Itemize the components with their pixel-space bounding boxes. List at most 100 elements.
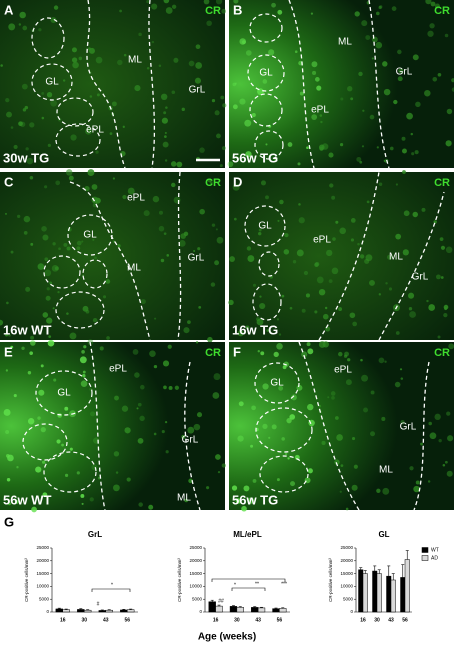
cell bbox=[63, 242, 68, 247]
cell bbox=[57, 291, 60, 294]
cell bbox=[153, 364, 158, 369]
cell bbox=[359, 254, 365, 259]
cell bbox=[273, 351, 279, 358]
bar bbox=[127, 609, 135, 613]
cell bbox=[195, 44, 201, 50]
y-tick-label: 10000 bbox=[189, 584, 202, 589]
cell bbox=[328, 279, 333, 283]
significance-mark: ** bbox=[255, 581, 259, 587]
cell bbox=[276, 318, 280, 321]
cell bbox=[42, 312, 49, 318]
cell bbox=[391, 6, 397, 11]
cell bbox=[420, 442, 424, 446]
cell bbox=[444, 33, 449, 38]
layer-label: ePL bbox=[109, 364, 127, 375]
cell bbox=[231, 485, 238, 491]
cell bbox=[30, 242, 34, 246]
cell bbox=[439, 237, 444, 241]
cell bbox=[206, 486, 210, 490]
panel-letter: B bbox=[233, 2, 242, 17]
cell bbox=[89, 95, 93, 98]
cell bbox=[292, 260, 297, 264]
y-tick-label: 15000 bbox=[340, 571, 353, 576]
cell bbox=[312, 70, 317, 75]
cell bbox=[215, 0, 223, 5]
cell bbox=[247, 497, 255, 504]
cell bbox=[352, 321, 358, 327]
cell bbox=[357, 242, 360, 246]
cell bbox=[25, 286, 31, 292]
cell bbox=[41, 226, 47, 232]
cell bbox=[195, 341, 199, 344]
bar bbox=[279, 608, 287, 613]
micrograph-panel: E CR GL ePL GrL ML 56w WT bbox=[0, 339, 226, 513]
significance-mark: * bbox=[111, 582, 113, 588]
y-tick-label: 0 bbox=[46, 609, 49, 614]
cell bbox=[352, 437, 356, 441]
cell bbox=[427, 480, 431, 483]
cell bbox=[90, 411, 96, 417]
glomerulus bbox=[55, 291, 105, 329]
cell bbox=[112, 177, 116, 180]
cell bbox=[76, 471, 80, 475]
cell bbox=[221, 146, 226, 151]
cell bbox=[440, 245, 446, 250]
cell bbox=[64, 473, 69, 477]
panel-letter: C bbox=[4, 174, 14, 189]
cell bbox=[437, 72, 442, 77]
cell bbox=[279, 199, 284, 205]
layer-label: GL bbox=[45, 77, 59, 88]
cell bbox=[446, 470, 453, 477]
panel-letter: F bbox=[233, 344, 241, 359]
cell bbox=[331, 195, 336, 200]
glomerulus bbox=[255, 407, 313, 453]
cell bbox=[245, 151, 252, 158]
glomerulus bbox=[55, 123, 101, 157]
cell bbox=[297, 162, 301, 166]
cell bbox=[252, 479, 257, 483]
cell bbox=[345, 507, 349, 511]
cell bbox=[164, 420, 168, 424]
glomerulus bbox=[249, 13, 283, 43]
cell bbox=[78, 56, 83, 61]
cell bbox=[361, 374, 369, 382]
cell bbox=[22, 25, 28, 31]
cell bbox=[322, 313, 329, 320]
cell bbox=[44, 185, 48, 189]
cell bbox=[197, 247, 201, 251]
layer-label: GL bbox=[57, 388, 71, 399]
cell bbox=[412, 54, 419, 61]
glomerulus bbox=[249, 93, 283, 127]
glomerulus bbox=[43, 255, 81, 289]
cell bbox=[290, 481, 296, 487]
bracket bbox=[211, 578, 286, 582]
cell bbox=[216, 133, 221, 139]
bar bbox=[362, 573, 368, 613]
cell bbox=[70, 134, 77, 141]
cell bbox=[306, 146, 309, 150]
significance-mark: ## bbox=[218, 598, 224, 604]
cell bbox=[307, 348, 314, 355]
cell bbox=[5, 369, 9, 372]
cell bbox=[170, 161, 177, 167]
cell bbox=[428, 421, 432, 426]
cell bbox=[260, 351, 265, 356]
glomerulus bbox=[31, 17, 65, 59]
glomerulus bbox=[254, 130, 284, 160]
cell bbox=[82, 370, 86, 374]
y-tick-label: 10000 bbox=[36, 584, 49, 589]
boundary bbox=[86, 0, 156, 169]
cell bbox=[385, 282, 388, 285]
y-tick-label: 25000 bbox=[340, 545, 353, 550]
cell bbox=[183, 327, 190, 334]
bar bbox=[257, 607, 266, 613]
cell bbox=[369, 279, 375, 286]
cell bbox=[152, 195, 160, 203]
cell bbox=[244, 119, 252, 127]
cell bbox=[44, 257, 49, 262]
layer-label: GL bbox=[83, 230, 97, 241]
cell bbox=[239, 38, 247, 45]
cell bbox=[167, 344, 172, 349]
cell bbox=[265, 195, 269, 200]
cell bbox=[371, 57, 374, 60]
